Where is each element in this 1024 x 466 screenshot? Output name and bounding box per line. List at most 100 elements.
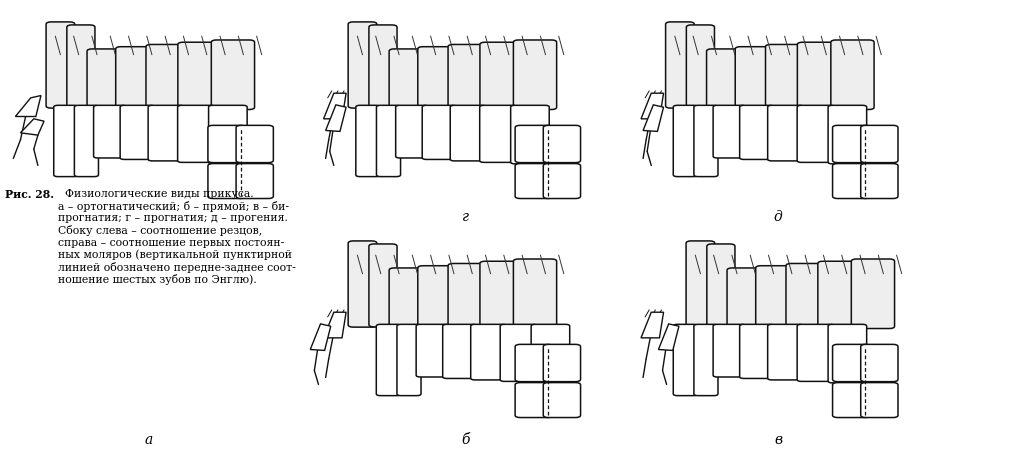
FancyBboxPatch shape xyxy=(46,22,75,108)
Polygon shape xyxy=(20,119,44,135)
FancyBboxPatch shape xyxy=(707,49,743,110)
FancyBboxPatch shape xyxy=(768,324,803,380)
Text: д: д xyxy=(774,210,782,224)
Text: г: г xyxy=(463,210,469,224)
Polygon shape xyxy=(324,93,346,119)
FancyBboxPatch shape xyxy=(833,125,869,163)
FancyBboxPatch shape xyxy=(766,44,806,110)
FancyBboxPatch shape xyxy=(833,344,869,382)
FancyBboxPatch shape xyxy=(211,40,255,110)
FancyBboxPatch shape xyxy=(786,263,826,329)
Polygon shape xyxy=(326,105,346,131)
FancyBboxPatch shape xyxy=(830,40,874,110)
FancyBboxPatch shape xyxy=(377,105,400,177)
FancyBboxPatch shape xyxy=(348,22,377,108)
FancyBboxPatch shape xyxy=(67,25,95,108)
Polygon shape xyxy=(310,324,331,350)
FancyBboxPatch shape xyxy=(93,105,126,158)
FancyBboxPatch shape xyxy=(369,244,397,327)
FancyBboxPatch shape xyxy=(694,105,718,177)
FancyBboxPatch shape xyxy=(798,42,839,110)
FancyBboxPatch shape xyxy=(727,268,764,329)
Text: б: б xyxy=(462,433,470,447)
FancyBboxPatch shape xyxy=(739,324,774,378)
Text: Рис. 28.: Рис. 28. xyxy=(5,189,54,200)
Polygon shape xyxy=(15,96,41,116)
FancyBboxPatch shape xyxy=(735,47,774,110)
FancyBboxPatch shape xyxy=(544,344,581,382)
FancyBboxPatch shape xyxy=(480,261,521,329)
FancyBboxPatch shape xyxy=(148,105,183,161)
FancyBboxPatch shape xyxy=(348,241,377,327)
FancyBboxPatch shape xyxy=(116,47,155,110)
FancyBboxPatch shape xyxy=(389,268,426,329)
FancyBboxPatch shape xyxy=(53,105,78,177)
FancyBboxPatch shape xyxy=(178,42,219,110)
FancyBboxPatch shape xyxy=(480,42,521,110)
FancyBboxPatch shape xyxy=(686,241,715,327)
FancyBboxPatch shape xyxy=(397,324,421,396)
FancyBboxPatch shape xyxy=(418,47,457,110)
FancyBboxPatch shape xyxy=(120,105,155,159)
FancyBboxPatch shape xyxy=(389,49,426,110)
FancyBboxPatch shape xyxy=(237,125,273,163)
FancyBboxPatch shape xyxy=(451,105,485,161)
Text: в: в xyxy=(774,433,782,447)
FancyBboxPatch shape xyxy=(208,125,245,163)
FancyBboxPatch shape xyxy=(861,383,898,418)
Text: а: а xyxy=(144,433,153,447)
FancyBboxPatch shape xyxy=(209,105,247,164)
FancyBboxPatch shape xyxy=(422,105,457,159)
FancyBboxPatch shape xyxy=(418,266,457,329)
Polygon shape xyxy=(643,105,664,131)
FancyBboxPatch shape xyxy=(713,105,745,158)
FancyBboxPatch shape xyxy=(833,164,869,199)
FancyBboxPatch shape xyxy=(756,266,795,329)
FancyBboxPatch shape xyxy=(515,383,552,418)
Polygon shape xyxy=(324,312,346,338)
FancyBboxPatch shape xyxy=(177,105,215,162)
FancyBboxPatch shape xyxy=(686,25,715,108)
FancyBboxPatch shape xyxy=(713,324,745,377)
FancyBboxPatch shape xyxy=(797,324,835,381)
FancyBboxPatch shape xyxy=(861,125,898,163)
FancyBboxPatch shape xyxy=(797,105,835,162)
FancyBboxPatch shape xyxy=(442,324,477,378)
FancyBboxPatch shape xyxy=(75,105,98,177)
FancyBboxPatch shape xyxy=(828,324,866,383)
FancyBboxPatch shape xyxy=(544,164,581,199)
FancyBboxPatch shape xyxy=(707,244,735,327)
FancyBboxPatch shape xyxy=(828,105,866,164)
FancyBboxPatch shape xyxy=(694,324,718,396)
FancyBboxPatch shape xyxy=(208,164,245,199)
FancyBboxPatch shape xyxy=(818,261,859,329)
FancyBboxPatch shape xyxy=(500,324,538,381)
FancyBboxPatch shape xyxy=(531,324,569,383)
FancyBboxPatch shape xyxy=(87,49,124,110)
FancyBboxPatch shape xyxy=(479,105,517,162)
FancyBboxPatch shape xyxy=(449,44,488,110)
Polygon shape xyxy=(641,312,664,338)
FancyBboxPatch shape xyxy=(666,22,694,108)
FancyBboxPatch shape xyxy=(739,105,774,159)
FancyBboxPatch shape xyxy=(544,383,581,418)
Polygon shape xyxy=(641,93,664,119)
FancyBboxPatch shape xyxy=(515,125,552,163)
FancyBboxPatch shape xyxy=(237,164,273,199)
FancyBboxPatch shape xyxy=(416,324,449,377)
FancyBboxPatch shape xyxy=(673,324,697,396)
FancyBboxPatch shape xyxy=(511,105,549,164)
FancyBboxPatch shape xyxy=(376,324,400,396)
FancyBboxPatch shape xyxy=(851,259,895,329)
FancyBboxPatch shape xyxy=(395,105,428,158)
FancyBboxPatch shape xyxy=(861,344,898,382)
FancyBboxPatch shape xyxy=(146,44,186,110)
FancyBboxPatch shape xyxy=(861,164,898,199)
FancyBboxPatch shape xyxy=(355,105,380,177)
FancyBboxPatch shape xyxy=(449,263,488,329)
FancyBboxPatch shape xyxy=(544,125,581,163)
Polygon shape xyxy=(658,324,679,350)
FancyBboxPatch shape xyxy=(768,105,803,161)
Text: Физиологические виды прикуса.
а – ортогнатический; б – прямой; в – би-
прогнатия: Физиологические виды прикуса. а – ортогн… xyxy=(58,189,296,285)
FancyBboxPatch shape xyxy=(369,25,397,108)
